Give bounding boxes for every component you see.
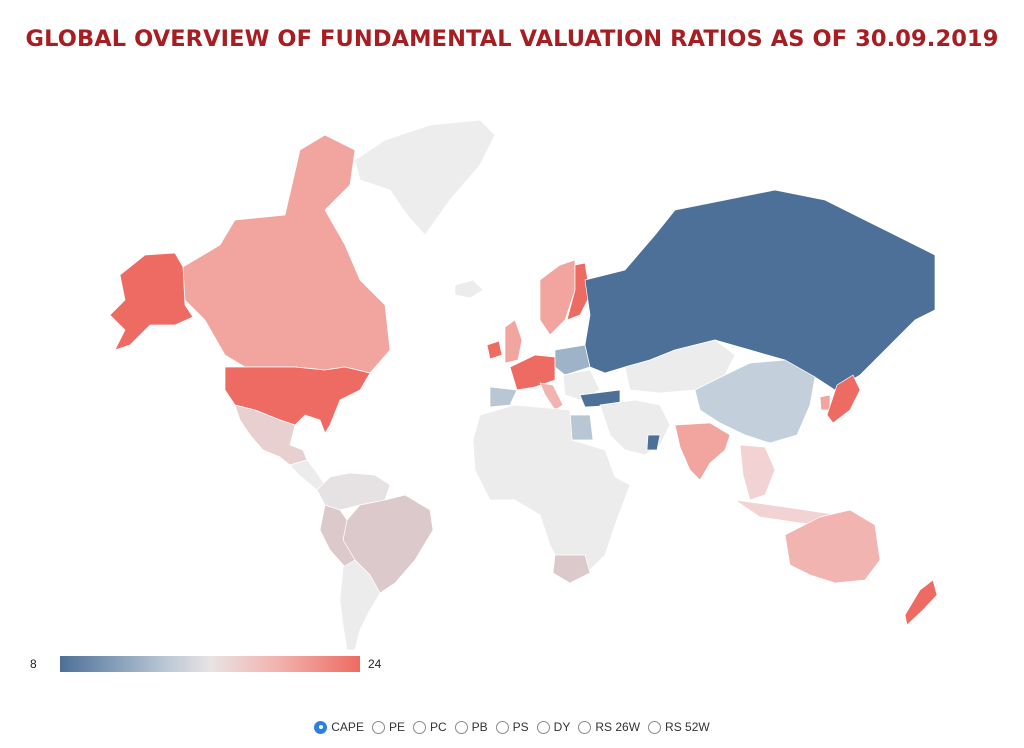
world-map-svg[interactable]	[85, 105, 945, 665]
metric-option-rs-26w[interactable]: RS 26W	[578, 720, 640, 734]
country-argentina-chile[interactable]	[339, 559, 381, 651]
legend-min-value: 8	[30, 657, 37, 671]
metric-label: DY	[553, 720, 571, 734]
country-new-zealand[interactable]	[904, 579, 938, 626]
country-japan[interactable]	[826, 374, 861, 424]
metric-option-cape[interactable]: CAPE	[314, 720, 364, 734]
metric-option-rs-52w[interactable]: RS 52W	[648, 720, 710, 734]
country-ireland[interactable]	[486, 340, 503, 360]
radio-dy[interactable]	[536, 720, 550, 734]
legend-max-value: 24	[368, 657, 382, 671]
legend-gradient-bar	[60, 656, 360, 672]
country-india[interactable]	[674, 422, 731, 481]
world-map[interactable]	[85, 105, 945, 665]
metric-label: RS 52W	[665, 720, 710, 734]
country-spain[interactable]	[489, 386, 518, 408]
metric-label: CAPE	[331, 720, 364, 734]
metric-option-pb[interactable]: PB	[454, 720, 488, 734]
radio-rs-26w[interactable]	[578, 720, 592, 734]
metric-label: PS	[512, 720, 529, 734]
metric-option-dy[interactable]: DY	[536, 720, 571, 734]
country-canada[interactable]	[182, 134, 391, 374]
radio-cape[interactable]	[314, 720, 328, 734]
metric-label: PC	[429, 720, 447, 734]
country-scandinavia[interactable]	[539, 259, 576, 336]
country-australia[interactable]	[784, 509, 881, 584]
country-russia[interactable]	[584, 189, 936, 391]
metric-selector[interactable]: CAPE PE PC PB PS DY RS 26W RS 52W	[0, 716, 1024, 738]
country-eastern-europe[interactable]	[554, 344, 591, 376]
country-oman[interactable]	[646, 434, 661, 451]
metric-option-ps[interactable]: PS	[495, 720, 529, 734]
country-central-asia[interactable]	[624, 339, 736, 394]
country-greenland[interactable]	[354, 119, 496, 236]
radio-ps[interactable]	[495, 720, 509, 734]
radio-pc[interactable]	[412, 720, 426, 734]
country-south-africa[interactable]	[552, 554, 591, 584]
radio-pe[interactable]	[371, 720, 385, 734]
country-uk[interactable]	[504, 319, 523, 364]
metric-option-pc[interactable]: PC	[412, 720, 447, 734]
country-egypt[interactable]	[569, 414, 594, 441]
country-middle-east[interactable]	[599, 399, 671, 456]
country-korea[interactable]	[819, 394, 831, 411]
country-italy[interactable]	[539, 382, 564, 411]
country-china[interactable]	[694, 359, 816, 444]
metric-option-pe[interactable]: PE	[371, 720, 405, 734]
metric-label: PE	[388, 720, 405, 734]
radio-rs-52w[interactable]	[648, 720, 662, 734]
country-central-america[interactable]	[289, 459, 326, 491]
page-title: GLOBAL OVERVIEW OF FUNDAMENTAL VALUATION…	[25, 26, 999, 52]
metric-label: PB	[471, 720, 488, 734]
radio-pb[interactable]	[454, 720, 468, 734]
country-africa[interactable]	[472, 404, 631, 576]
country-alaska[interactable]	[109, 252, 194, 351]
country-finland[interactable]	[566, 262, 591, 321]
country-iceland[interactable]	[454, 279, 484, 299]
country-southeast-asia[interactable]	[739, 444, 776, 501]
color-scale-legend: 8 24	[0, 652, 420, 678]
metric-label: RS 26W	[595, 720, 641, 734]
